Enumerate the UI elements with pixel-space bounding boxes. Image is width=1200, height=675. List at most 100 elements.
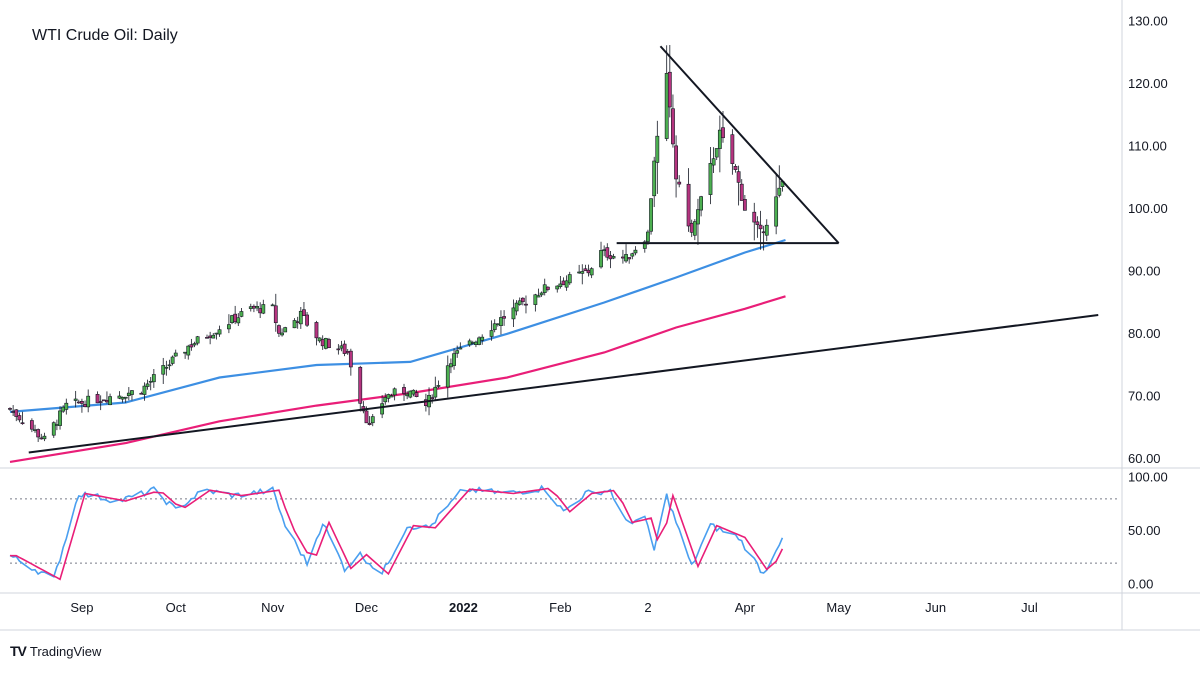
candle-body (383, 397, 388, 403)
candle-body (370, 416, 375, 424)
candle-body (580, 271, 585, 274)
candle-body (455, 350, 460, 354)
candle-body (589, 268, 594, 276)
candle-body (536, 295, 541, 298)
candle-body (273, 305, 278, 324)
candle-body (167, 364, 172, 367)
time-tick-label: Jul (1021, 600, 1038, 615)
price-tick-label: 130.00 (1128, 13, 1168, 28)
candle-body (642, 241, 647, 249)
candle-body (405, 393, 410, 397)
candle-body (292, 320, 297, 329)
chart-title: WTI Crude Oil: Daily (32, 27, 178, 44)
candle-body (411, 389, 416, 395)
candle-body (277, 325, 281, 334)
candle-body (577, 271, 582, 274)
candle-body (489, 330, 494, 337)
candle-body (633, 249, 638, 254)
candle-body (667, 71, 672, 108)
oscillator-tick-label: 100.00 (1128, 469, 1168, 484)
candle-body (345, 351, 350, 354)
candle-body (389, 395, 394, 398)
candle-body (358, 366, 363, 404)
candle-body (514, 302, 519, 312)
candle-body (430, 397, 435, 400)
candle-body (195, 336, 200, 344)
candle-body (126, 392, 131, 396)
price-tick-label: 120.00 (1128, 76, 1168, 91)
candle-body (270, 304, 275, 307)
candle-body (130, 390, 134, 395)
candle-body (305, 314, 309, 326)
candle-body (80, 401, 84, 404)
candle-body (252, 305, 256, 309)
trendline (659, 45, 840, 244)
price-tick-label: 80.00 (1128, 326, 1161, 341)
candle-body (108, 396, 112, 406)
candle-body (20, 422, 25, 425)
candle-body (558, 283, 563, 287)
price-pane[interactable] (8, 45, 1099, 463)
candle-body (283, 327, 288, 333)
candle-body (674, 145, 678, 180)
candle-body (699, 196, 703, 211)
candle-body (492, 323, 497, 330)
candle-body (586, 269, 591, 274)
candle-body (605, 247, 610, 258)
candle-body (58, 410, 62, 426)
candle-body (602, 249, 607, 252)
oscillator-pane[interactable] (9, 484, 1117, 581)
candle-body (758, 224, 763, 230)
moving-average-line (9, 238, 786, 413)
candle-body (170, 356, 175, 364)
candle-body (736, 171, 741, 183)
candle-body (208, 335, 213, 338)
candle-body (511, 307, 516, 320)
candle-body (402, 387, 406, 394)
candle-body (630, 253, 635, 257)
candle-body (480, 336, 485, 341)
candle-body (230, 315, 234, 323)
candle-body (386, 394, 391, 399)
candle-body (314, 322, 319, 339)
candle-body (502, 316, 506, 319)
candle-body (280, 332, 284, 336)
price-tick-label: 60.00 (1128, 451, 1161, 466)
candle-body (646, 231, 650, 242)
candle-body (717, 129, 722, 149)
candle-body (186, 345, 191, 356)
candle-body (211, 334, 216, 339)
candle-body (76, 401, 81, 404)
candle-body (123, 396, 128, 399)
candle-body (730, 134, 735, 164)
candle-body (139, 392, 144, 395)
candle-body (449, 363, 453, 368)
candle-body (298, 310, 303, 325)
candle-body (445, 365, 450, 388)
oscillator-tick-label: 50.00 (1128, 523, 1161, 538)
price-tick-label: 110.00 (1128, 138, 1167, 153)
tradingview-logo-icon: TV (10, 643, 27, 659)
candle-body (161, 365, 166, 375)
candle-body (567, 274, 572, 284)
time-tick-label: Dec (355, 600, 379, 615)
candle-body (392, 388, 397, 396)
candle-body (692, 221, 697, 236)
candle-body (436, 385, 441, 387)
candle-body (458, 347, 463, 350)
candle-body (148, 380, 153, 383)
candle-body (696, 209, 700, 225)
time-tick-label: May (826, 600, 851, 615)
oscillator-d-line (10, 487, 784, 581)
candle-body (323, 338, 328, 349)
candle-body (248, 306, 253, 309)
candle-body (192, 343, 197, 346)
candle-body (664, 73, 669, 139)
price-tick-label: 70.00 (1128, 388, 1161, 403)
candle-body (29, 420, 34, 430)
candle-body (258, 308, 263, 314)
candle-body (339, 345, 344, 349)
candle-body (755, 221, 760, 225)
candle-body (120, 396, 125, 400)
